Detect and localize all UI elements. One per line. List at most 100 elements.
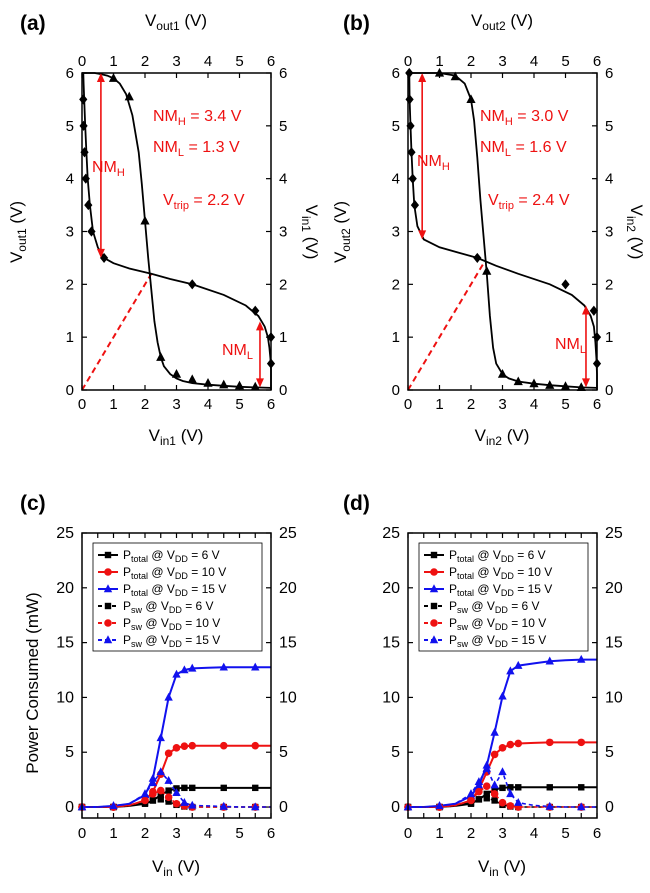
x-tick-label-top: 6 [267, 53, 275, 70]
plot-frame [81, 532, 272, 819]
series-marker [141, 796, 149, 805]
series-marker [148, 778, 158, 787]
x-tick-label-top: 1 [109, 53, 117, 70]
x-tick-label-bottom: 2 [141, 396, 149, 413]
series-marker [156, 733, 165, 742]
series-marker [156, 767, 165, 776]
vtc-marker [234, 380, 245, 390]
series-marker [483, 790, 490, 798]
series-marker [109, 801, 118, 810]
vtc-marker [560, 381, 571, 390]
y-tick-label-left: 2 [66, 276, 74, 293]
series-marker [140, 789, 150, 798]
series-marker [499, 784, 506, 792]
series-marker [546, 784, 553, 791]
series-line [408, 767, 597, 808]
series-line [82, 789, 271, 808]
x-tick-label-bottom: 3 [498, 396, 506, 413]
vtc-mirror-marker [188, 279, 197, 290]
left-axis-title-a: Vout1 (V) [7, 201, 29, 263]
series-marker [490, 790, 499, 798]
x-tick-label: 1 [109, 825, 117, 842]
nmh-arrow-head-top [96, 73, 105, 82]
y-tick-label-left: 3 [392, 224, 400, 241]
series-marker [164, 749, 173, 758]
series-marker [545, 656, 554, 665]
right-axis-title-a: Vin1 (V) [299, 205, 321, 260]
nml-tag-b: NML [555, 336, 586, 356]
legend-marker [103, 584, 113, 593]
x-tick-label-top: 5 [561, 53, 569, 70]
y-tick-label-right: 5 [605, 118, 613, 135]
legend-label: Ptotal @ VDD = 6 V [123, 548, 220, 564]
y-tick-label-right: 3 [605, 224, 613, 241]
series-marker [515, 784, 522, 791]
nml-arrow-head-top [255, 321, 264, 331]
x-tick-label: 5 [235, 825, 243, 842]
legend-label: Psw @ VDD = 6 V [449, 599, 540, 615]
series-marker [172, 799, 181, 808]
y-tick-label-right: 25 [605, 525, 623, 542]
y-tick-label-right: 4 [279, 171, 287, 188]
series-line [82, 798, 271, 808]
x-tick-label-bottom: 2 [467, 396, 475, 413]
x-tick-label-top: 2 [141, 53, 149, 70]
y-tick-label-right: 0 [279, 382, 287, 399]
series-marker [181, 784, 188, 792]
x-tick-label-bottom: 0 [404, 396, 412, 413]
y-tick-label-left: 15 [382, 635, 400, 652]
nml-arrow-head-top [581, 305, 590, 315]
legend-marker [104, 619, 112, 627]
y-tick-label-right: 6 [279, 65, 287, 82]
y-tick-label-right: 1 [605, 329, 613, 346]
series-marker [164, 776, 173, 784]
nmh-arrow-head-bottom [96, 248, 105, 258]
series-line [82, 666, 271, 808]
y-tick-label-right: 25 [279, 525, 297, 542]
series-marker [435, 801, 444, 810]
left-axis-title-c: Power Consumed (mW) [23, 592, 42, 773]
plot-frame [407, 72, 598, 391]
trip-point-line [81, 273, 153, 391]
series-marker [219, 662, 228, 671]
series-marker [252, 784, 259, 792]
series-marker [482, 782, 491, 791]
series-marker [491, 797, 498, 804]
series-marker [180, 742, 189, 751]
x-tick-label: 2 [141, 825, 149, 842]
series-marker [467, 796, 475, 805]
series-marker [577, 738, 586, 747]
x-tick-label-bottom: 6 [593, 396, 601, 413]
x-tick-label-bottom: 1 [109, 396, 117, 413]
series-marker [475, 787, 483, 796]
y-tick-label-right: 5 [605, 744, 614, 761]
annotation-vtrip-b: Vtrip = 2.4 V [488, 192, 570, 212]
panel-a: (a) Vout1 (V) Vin1 (V) Vout1 (V) Vin1 (V… [7, 11, 321, 448]
series-marker [165, 798, 172, 805]
series-marker [156, 786, 165, 795]
vtc-mirror-marker [87, 226, 96, 237]
series-marker [148, 773, 158, 782]
annotation-nmh-a: NMH = 3.4 V [153, 108, 242, 128]
y-tick-label-left: 1 [392, 329, 400, 346]
x-tick-label: 3 [172, 825, 180, 842]
y-tick-label-left: 10 [382, 689, 400, 706]
y-tick-label-right: 5 [279, 118, 287, 135]
y-tick-label-right: 6 [605, 65, 613, 82]
series-line [408, 797, 597, 808]
y-tick-label-left: 0 [66, 382, 74, 399]
y-tick-label-left: 4 [392, 171, 400, 188]
y-tick-label-right: 20 [279, 580, 297, 597]
x-tick-label-top: 6 [593, 53, 601, 70]
series-marker [498, 744, 507, 752]
series-marker [180, 797, 189, 806]
series-marker [490, 780, 499, 789]
y-tick-label-left: 5 [391, 744, 400, 761]
vtc-marker [450, 71, 460, 81]
vtc-marker [482, 266, 492, 275]
x-tick-label-bottom: 0 [78, 396, 86, 413]
vtc-marker [529, 378, 539, 388]
